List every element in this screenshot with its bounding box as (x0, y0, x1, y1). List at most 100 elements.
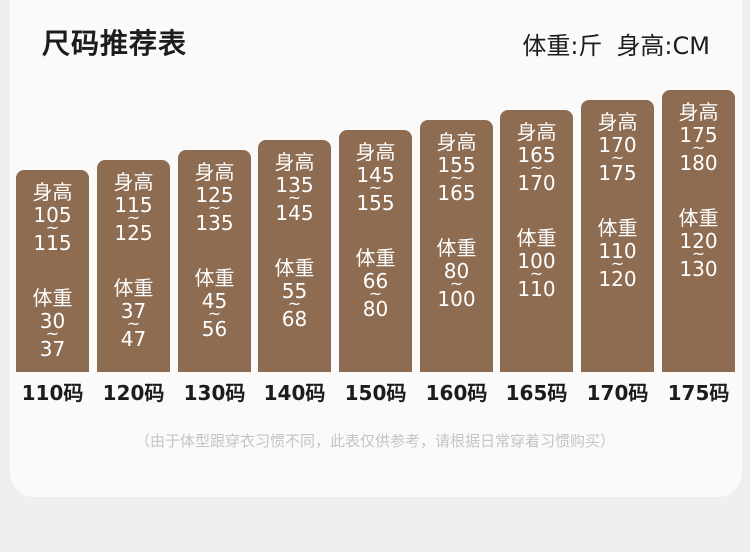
weight-label: 体重 (436, 236, 477, 260)
disclaimer-note: （由于体型跟穿衣习惯不同，此表仅供参考，请根据日常穿着习惯购买） (134, 432, 615, 450)
size-label: 165码 (505, 381, 568, 405)
height-max: 175 (598, 161, 637, 185)
height-range: 身高 115 ~125 (97, 170, 170, 244)
height-min: 175 (679, 123, 718, 147)
range-tilde: ~ (529, 158, 544, 177)
size-label: 160码 (425, 381, 488, 405)
size-label: 130码 (183, 381, 246, 405)
height-range: 身高 170 ~175 (581, 110, 654, 184)
weight-max: 80 (362, 297, 389, 321)
range-tilde: ~ (368, 284, 383, 303)
weight-label: 体重 (32, 286, 73, 310)
height-range: 身高 145 ~155 (339, 140, 412, 214)
range-tilde: ~ (691, 244, 706, 263)
size-bar: 身高 105 ~115 体重 30 ~37 (16, 170, 89, 372)
height-max: 125 (114, 221, 153, 245)
weight-range: 体重 55 ~68 (258, 256, 331, 330)
height-range: 身高 105 ~115 (16, 180, 89, 254)
height-label: 身高 (32, 180, 73, 204)
height-label: 身高 (436, 130, 477, 154)
weight-max: 68 (281, 307, 308, 331)
weight-min: 100 (517, 249, 556, 273)
weight-range: 体重 100 ~110 (500, 226, 573, 300)
weight-max: 37 (39, 337, 66, 361)
height-max: 155 (356, 191, 395, 215)
weight-max: 47 (120, 327, 147, 351)
size-bar: 身高 135 ~145 体重 55 ~68 (258, 140, 331, 372)
weight-range: 体重 45 ~56 (178, 266, 251, 340)
weight-range: 体重 66 ~80 (339, 246, 412, 320)
weight-min: 37 (120, 299, 147, 323)
height-min: 165 (517, 143, 556, 167)
size-bar: 身高 155 ~165 体重 80 ~100 (420, 120, 493, 372)
size-bar: 身高 115 ~125 体重 37 ~47 (97, 160, 170, 372)
weight-label: 体重 (678, 206, 719, 230)
page-title: 尺码推荐表 (42, 27, 188, 60)
weight-min: 55 (281, 279, 308, 303)
height-range: 身高 175 ~180 (662, 100, 735, 174)
height-min: 155 (437, 153, 476, 177)
range-tilde: ~ (126, 208, 141, 227)
weight-range: 体重 120 ~130 (662, 206, 735, 280)
height-max: 115 (33, 231, 72, 255)
height-range: 身高 125 ~135 (178, 160, 251, 234)
range-tilde: ~ (610, 148, 625, 167)
range-tilde: ~ (449, 168, 464, 187)
range-tilde: ~ (368, 178, 383, 197)
weight-min: 66 (362, 269, 389, 293)
range-tilde: ~ (287, 294, 302, 313)
height-range: 身高 135 ~145 (258, 150, 331, 224)
height-min: 105 (33, 203, 72, 227)
size-bar: 身高 175 ~180 体重 120 ~130 (662, 90, 735, 372)
range-tilde: ~ (691, 138, 706, 157)
size-label: 170码 (586, 381, 649, 405)
weight-range: 体重 30 ~37 (16, 286, 89, 360)
size-label: 140码 (263, 381, 326, 405)
height-max: 135 (195, 211, 234, 235)
size-bar: 身高 125 ~135 体重 45 ~56 (178, 150, 251, 372)
height-range: 身高 155 ~165 (420, 130, 493, 204)
weight-range: 体重 110 ~120 (581, 216, 654, 290)
weight-range: 体重 80 ~100 (420, 236, 493, 310)
weight-label: 体重 (274, 256, 315, 280)
weight-label: 体重 (355, 246, 396, 270)
range-tilde: ~ (207, 198, 222, 217)
height-label: 身高 (274, 150, 315, 174)
range-tilde: ~ (207, 304, 222, 323)
height-label: 身高 (678, 100, 719, 124)
weight-label: 体重 (194, 266, 235, 290)
height-min: 125 (195, 183, 234, 207)
size-bar: 身高 165 ~170 体重 100 ~110 (500, 110, 573, 372)
height-label: 身高 (194, 160, 235, 184)
range-tilde: ~ (126, 314, 141, 333)
height-min: 170 (598, 133, 637, 157)
weight-max: 110 (517, 277, 556, 301)
size-bars: 身高 105 ~115 体重 30 ~37 身高 115 ~125 体重 37 ~47 身高 125 ~13… (16, 90, 735, 372)
range-tilde: ~ (529, 264, 544, 283)
range-tilde: ~ (45, 218, 60, 237)
height-label: 身高 (113, 170, 154, 194)
weight-label: 体重 (516, 226, 557, 250)
range-tilde: ~ (449, 274, 464, 293)
height-max: 165 (437, 181, 476, 205)
range-tilde: ~ (45, 324, 60, 343)
height-max: 145 (275, 201, 314, 225)
height-unit: 身高:CM (616, 32, 710, 60)
size-label: 110码 (21, 381, 84, 405)
height-label: 身高 (355, 140, 396, 164)
height-min: 135 (275, 173, 314, 197)
range-tilde: ~ (287, 188, 302, 207)
size-label: 120码 (102, 381, 165, 405)
weight-max: 120 (598, 267, 637, 291)
weight-min: 45 (201, 289, 228, 313)
range-tilde: ~ (610, 254, 625, 273)
weight-max: 100 (437, 287, 476, 311)
weight-min: 80 (443, 259, 470, 283)
weight-min: 120 (679, 229, 718, 253)
size-label: 150码 (344, 381, 407, 405)
weight-max: 130 (679, 257, 718, 281)
height-max: 180 (679, 151, 718, 175)
weight-min: 110 (598, 239, 637, 263)
unit-legend: 体重:斤 身高:CM (522, 26, 710, 61)
weight-max: 56 (201, 317, 228, 341)
